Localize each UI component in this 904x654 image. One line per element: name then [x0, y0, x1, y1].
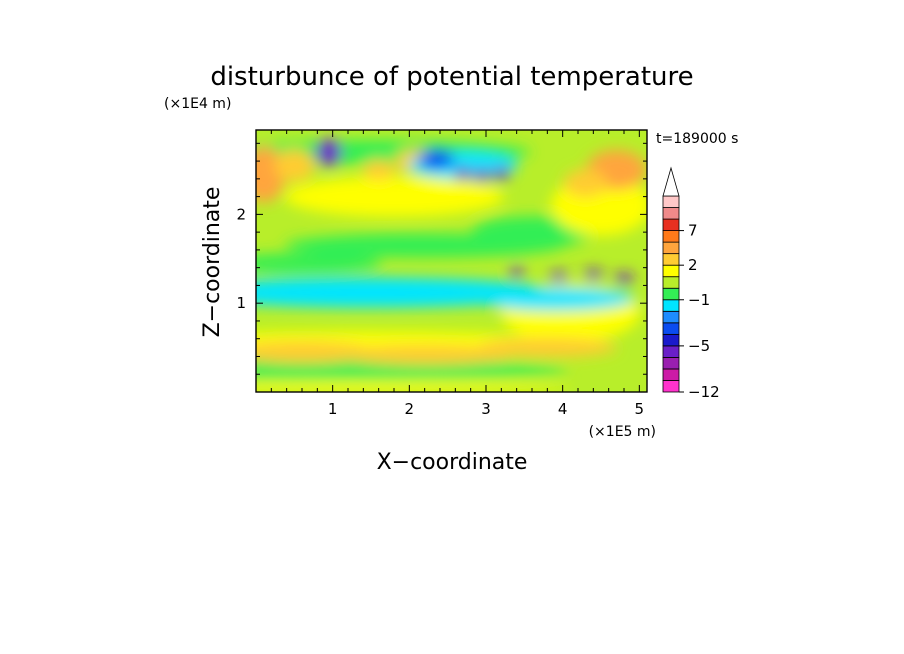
cold-filament: [614, 273, 634, 284]
colorbar-swatch: [662, 195, 680, 208]
field-blobs: [256, 138, 647, 392]
colorbar-swatch: [662, 333, 680, 347]
colorbar-label: −5: [688, 337, 710, 355]
colorbar-swatch: [662, 241, 680, 255]
warm-layer: [256, 382, 571, 392]
x-tick-label: 1: [328, 400, 338, 418]
colorbar-swatch: [662, 299, 680, 312]
warm-layer: [477, 337, 618, 358]
colorbar-swatch: [662, 368, 680, 381]
colorbar-swatch: [662, 345, 680, 358]
x-axis: 1 2 3 4 5: [270, 130, 645, 418]
colorbar-label: −12: [688, 383, 720, 401]
colorbar-label: 7: [688, 222, 698, 240]
x-tick-label: 2: [405, 400, 415, 418]
colorbar-label: −1: [688, 291, 710, 309]
colorbar-swatch: [662, 287, 680, 301]
cold-filament: [583, 269, 604, 280]
cold-cell: [315, 138, 342, 167]
y-unit-label: (×1E4 m): [164, 96, 231, 112]
cold-filament: [548, 271, 569, 282]
heatmap-field: [256, 130, 647, 392]
colorbar-swatch: [662, 276, 680, 289]
colorbar-swatch: [662, 357, 680, 370]
colorbar-label: 2: [688, 256, 698, 274]
colorbar-swatch: [662, 253, 680, 266]
x-tick-label: 4: [558, 400, 568, 418]
colorbar-swatch: [662, 207, 680, 220]
y-axis-label: Z−coordinate: [200, 187, 225, 338]
warm-cell: [362, 159, 395, 180]
colorbar-swatch: [662, 310, 680, 324]
colorbar-swatch: [662, 218, 680, 231]
x-unit-label: (×1E5 m): [589, 424, 656, 440]
cold-cell: [493, 166, 510, 181]
warm-upper-right: [563, 169, 608, 198]
colorbar-swatch: [662, 380, 680, 393]
yellow-region: [284, 176, 504, 217]
warm-layer: [334, 344, 515, 365]
chart-title: disturbunce of potential temperature: [210, 62, 693, 92]
time-label: t=189000 s: [656, 131, 738, 147]
colorbar-swatch: [662, 230, 680, 243]
cold-cell: [455, 166, 471, 181]
cold-cell: [474, 168, 491, 183]
colorbar-swatch: [662, 322, 680, 335]
colorbar: 7 2 −1 −5 −12: [662, 166, 720, 401]
y-axis: 12: [236, 142, 647, 375]
plot-frame: [255, 129, 648, 393]
cyan-band: [475, 286, 635, 311]
cold-filament: [508, 267, 525, 278]
x-tick-label: 3: [481, 400, 491, 418]
x-axis-label: X−coordinate: [377, 450, 528, 475]
green-band: [256, 359, 568, 380]
x-tick-label: 5: [635, 400, 645, 418]
green-band: [256, 253, 382, 274]
y-tick-label: 1: [236, 294, 246, 312]
cold-cell: [418, 149, 455, 170]
warm-upper-left: [274, 149, 315, 182]
colorbar-swatch: [662, 264, 680, 278]
colorbar-extend-arrow: [662, 166, 680, 197]
y-tick-label: 2: [236, 205, 246, 223]
